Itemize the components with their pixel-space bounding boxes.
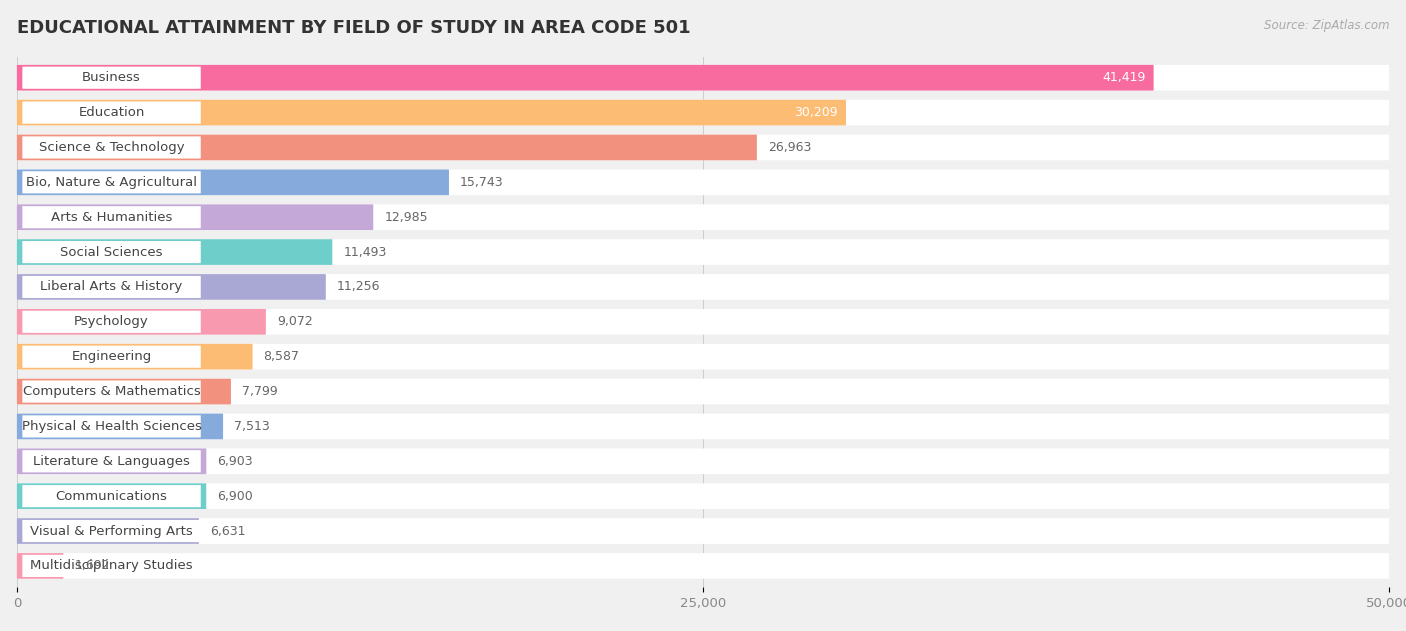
FancyBboxPatch shape — [22, 67, 201, 89]
FancyBboxPatch shape — [22, 136, 201, 158]
Text: Physical & Health Sciences: Physical & Health Sciences — [21, 420, 201, 433]
Text: Source: ZipAtlas.com: Source: ZipAtlas.com — [1264, 19, 1389, 32]
Text: Liberal Arts & History: Liberal Arts & History — [41, 280, 183, 293]
Text: Engineering: Engineering — [72, 350, 152, 363]
Text: Science & Technology: Science & Technology — [39, 141, 184, 154]
Text: 6,631: 6,631 — [209, 524, 245, 538]
FancyBboxPatch shape — [17, 204, 373, 230]
Text: Multidisciplinary Studies: Multidisciplinary Studies — [31, 560, 193, 572]
FancyBboxPatch shape — [17, 379, 231, 404]
Text: Bio, Nature & Agricultural: Bio, Nature & Agricultural — [27, 176, 197, 189]
FancyBboxPatch shape — [17, 553, 63, 579]
Text: Literature & Languages: Literature & Languages — [34, 455, 190, 468]
Text: 11,256: 11,256 — [337, 280, 380, 293]
FancyBboxPatch shape — [17, 518, 1389, 544]
FancyBboxPatch shape — [17, 274, 326, 300]
FancyBboxPatch shape — [17, 483, 207, 509]
FancyBboxPatch shape — [17, 309, 266, 334]
Text: Education: Education — [79, 106, 145, 119]
Text: 41,419: 41,419 — [1102, 71, 1146, 84]
Text: Visual & Performing Arts: Visual & Performing Arts — [30, 524, 193, 538]
FancyBboxPatch shape — [22, 415, 201, 437]
Text: 15,743: 15,743 — [460, 176, 503, 189]
Text: Arts & Humanities: Arts & Humanities — [51, 211, 173, 224]
FancyBboxPatch shape — [22, 102, 201, 124]
Text: 6,900: 6,900 — [217, 490, 253, 503]
FancyBboxPatch shape — [22, 555, 201, 577]
FancyBboxPatch shape — [17, 449, 1389, 474]
FancyBboxPatch shape — [17, 449, 207, 474]
Text: 30,209: 30,209 — [794, 106, 838, 119]
FancyBboxPatch shape — [17, 274, 1389, 300]
FancyBboxPatch shape — [22, 276, 201, 298]
FancyBboxPatch shape — [17, 204, 1389, 230]
FancyBboxPatch shape — [17, 344, 253, 370]
FancyBboxPatch shape — [17, 483, 1389, 509]
FancyBboxPatch shape — [17, 239, 332, 265]
FancyBboxPatch shape — [22, 206, 201, 228]
Text: EDUCATIONAL ATTAINMENT BY FIELD OF STUDY IN AREA CODE 501: EDUCATIONAL ATTAINMENT BY FIELD OF STUDY… — [17, 19, 690, 37]
Text: 7,799: 7,799 — [242, 385, 277, 398]
FancyBboxPatch shape — [22, 520, 201, 542]
FancyBboxPatch shape — [17, 65, 1153, 90]
FancyBboxPatch shape — [17, 413, 1389, 439]
FancyBboxPatch shape — [17, 309, 1389, 334]
FancyBboxPatch shape — [22, 241, 201, 263]
Text: 12,985: 12,985 — [384, 211, 427, 224]
Text: 26,963: 26,963 — [768, 141, 811, 154]
FancyBboxPatch shape — [17, 170, 1389, 195]
FancyBboxPatch shape — [17, 379, 1389, 404]
Text: 9,072: 9,072 — [277, 316, 312, 328]
Text: Social Sciences: Social Sciences — [60, 245, 163, 259]
FancyBboxPatch shape — [17, 239, 1389, 265]
Text: 6,903: 6,903 — [218, 455, 253, 468]
Text: 1,692: 1,692 — [75, 560, 110, 572]
FancyBboxPatch shape — [17, 134, 756, 160]
FancyBboxPatch shape — [17, 65, 1389, 90]
Text: 7,513: 7,513 — [233, 420, 270, 433]
FancyBboxPatch shape — [22, 346, 201, 368]
Text: Computers & Mathematics: Computers & Mathematics — [22, 385, 201, 398]
FancyBboxPatch shape — [22, 310, 201, 333]
FancyBboxPatch shape — [17, 413, 224, 439]
FancyBboxPatch shape — [17, 100, 1389, 126]
Text: Psychology: Psychology — [75, 316, 149, 328]
FancyBboxPatch shape — [17, 170, 449, 195]
FancyBboxPatch shape — [17, 518, 198, 544]
Text: 11,493: 11,493 — [343, 245, 387, 259]
FancyBboxPatch shape — [17, 344, 1389, 370]
FancyBboxPatch shape — [22, 380, 201, 403]
FancyBboxPatch shape — [22, 171, 201, 194]
FancyBboxPatch shape — [17, 553, 1389, 579]
Text: Business: Business — [82, 71, 141, 84]
FancyBboxPatch shape — [17, 134, 1389, 160]
FancyBboxPatch shape — [22, 450, 201, 473]
FancyBboxPatch shape — [17, 100, 846, 126]
FancyBboxPatch shape — [22, 485, 201, 507]
Text: 8,587: 8,587 — [263, 350, 299, 363]
Text: Communications: Communications — [56, 490, 167, 503]
